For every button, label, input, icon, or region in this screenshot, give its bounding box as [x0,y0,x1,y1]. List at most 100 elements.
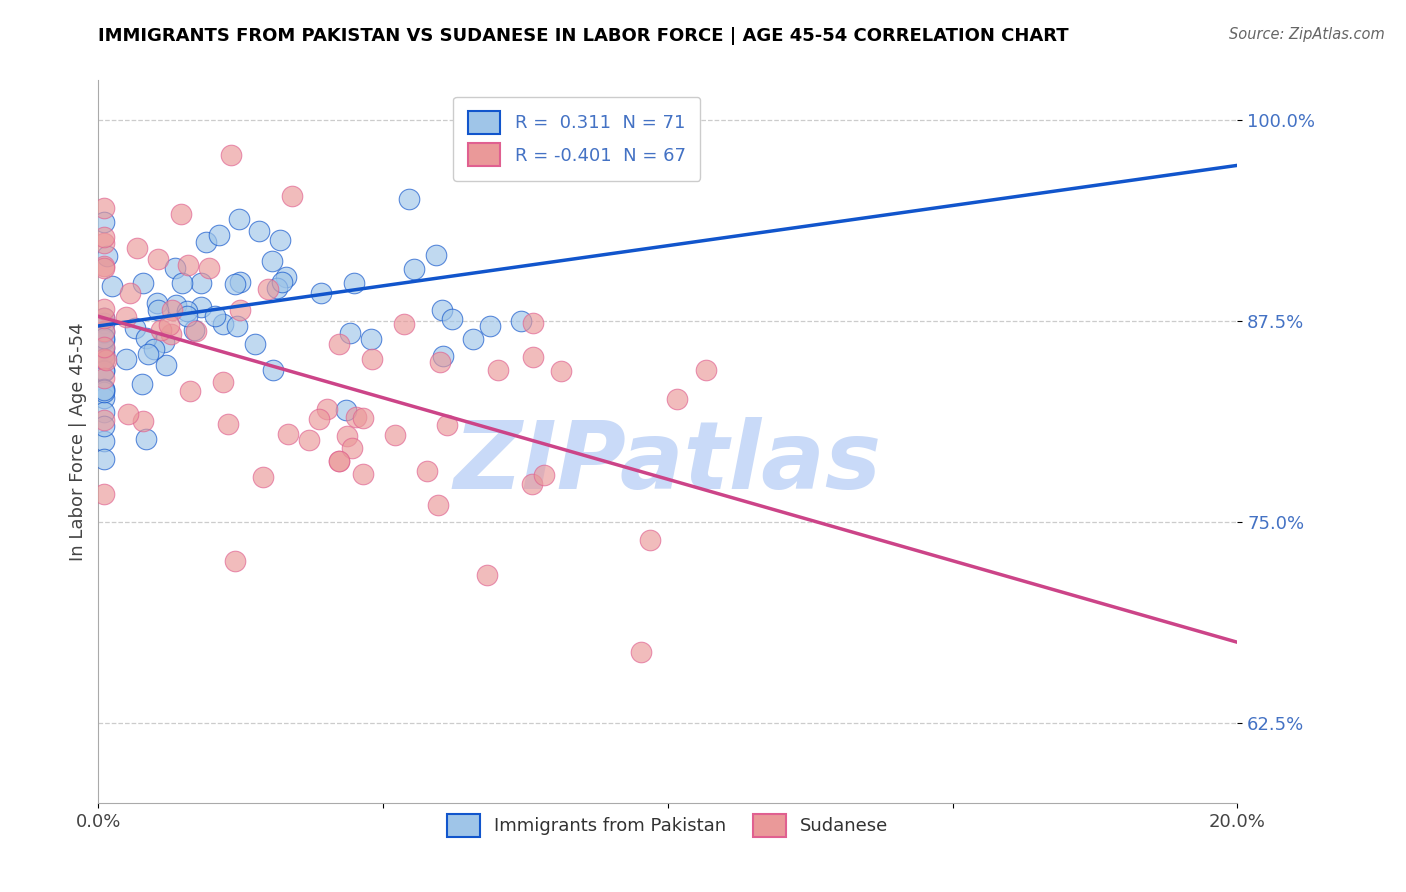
Point [93,341,115,355]
Point [93,346,115,360]
Point [160,327,183,342]
Point [117,407,139,421]
Point [361,351,384,366]
Point [93,352,115,367]
Point [101,279,124,293]
Text: IMMIGRANTS FROM PAKISTAN VS SUDANESE IN LABOR FORCE | AGE 45-54 CORRELATION CHAR: IMMIGRANTS FROM PAKISTAN VS SUDANESE IN … [98,27,1069,45]
Point [93,229,115,244]
Point [125,241,148,255]
Point [93,302,115,317]
Point [93,260,115,274]
Point [93,260,115,275]
Point [257,282,280,296]
Point [277,426,299,441]
Point [96,353,118,368]
Point [143,342,166,356]
Point [93,371,115,385]
Point [328,454,350,468]
Point [93,385,115,400]
Point [262,253,284,268]
Point [93,487,115,501]
Point [269,233,291,247]
Point [138,347,160,361]
Point [93,331,115,345]
Point [695,363,717,377]
Point [342,276,364,290]
Point [309,285,332,300]
Point [436,418,458,433]
Point [432,349,454,363]
Point [93,363,115,377]
Point [190,300,212,314]
Point [198,260,221,275]
Point [93,351,115,366]
Point [124,321,146,335]
Point [475,567,498,582]
Point [146,296,169,310]
Point [183,323,205,337]
Point [217,417,239,431]
Point [93,419,115,434]
Point [429,355,451,369]
Point [155,358,177,372]
Point [135,433,157,447]
Point [176,304,198,318]
Point [520,476,543,491]
Point [335,402,357,417]
Point [665,392,688,407]
Point [425,248,447,262]
Point [131,414,153,428]
Point [149,323,172,337]
Point [252,469,274,483]
Point [430,303,453,318]
Point [550,363,572,377]
Text: ZIPatlas: ZIPatlas [454,417,882,509]
Point [478,319,501,334]
Point [93,405,115,419]
Point [298,433,321,447]
Point [146,252,169,266]
Point [224,277,246,292]
Point [190,277,212,291]
Point [344,410,367,425]
Point [177,258,200,272]
Point [93,413,115,427]
Point [115,310,138,325]
Point [93,201,115,215]
Point [219,148,242,162]
Point [93,215,115,229]
Point [93,382,115,396]
Point [169,207,191,221]
Point [340,442,363,456]
Legend: Immigrants from Pakistan, Sudanese: Immigrants from Pakistan, Sudanese [440,806,896,845]
Point [176,309,198,323]
Point [212,376,235,390]
Point [404,261,426,276]
Point [225,318,247,333]
Point [336,429,359,443]
Point [132,277,155,291]
Y-axis label: In Labor Force | Age 45-54: In Labor Force | Age 45-54 [69,322,87,561]
Point [93,325,115,339]
Point [339,326,361,341]
Point [228,212,250,227]
Point [194,235,217,249]
Point [118,285,141,300]
Point [398,192,420,206]
Point [276,269,298,284]
Point [281,189,304,203]
Point [522,351,544,365]
Point [93,434,115,448]
Point [640,533,662,547]
Point [262,363,284,377]
Point [533,467,555,482]
Point [131,376,153,391]
Point [229,275,252,289]
Point [93,310,115,325]
Point [93,324,115,338]
Point [270,276,292,290]
Point [207,227,229,242]
Point [360,332,382,346]
Point [93,340,115,354]
Point [165,261,187,276]
